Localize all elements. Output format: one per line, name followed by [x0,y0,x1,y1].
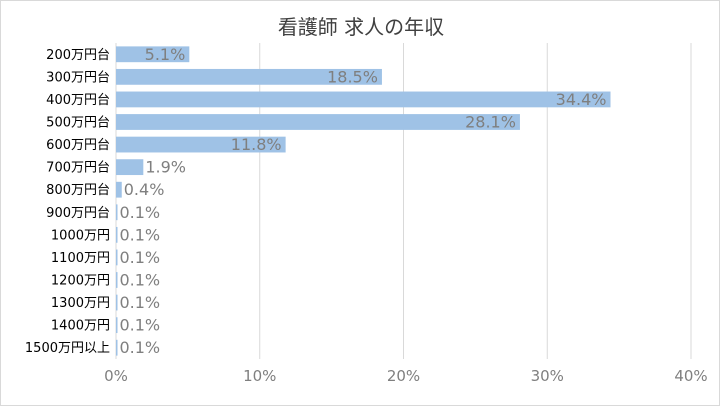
category-label: 900万円台 [46,206,110,221]
data-label: 11.8% [231,135,282,154]
data-label: 0.1% [119,338,160,357]
data-label: 1.9% [145,158,186,177]
x-tick-labels: 0% 10% 20% 30% 40% [104,367,708,385]
bar [116,68,382,85]
data-label: 0.4% [124,180,165,199]
category-label: 400万円台 [46,93,110,108]
category-label: 300万円台 [46,70,110,85]
bar [116,226,118,243]
data-label: 18.5% [327,67,378,86]
bar [116,339,118,356]
bar [116,136,286,153]
category-label: 1200万円 [51,274,110,289]
data-label: 0.1% [119,203,160,222]
category-label: 1500万円以上 [25,341,110,356]
bar [116,272,118,288]
x-tick-label: 10% [243,367,276,385]
bar [116,181,122,198]
bar [116,294,118,311]
category-label: 1300万円 [51,296,110,311]
bar [116,249,118,266]
category-label: 1100万円 [51,251,110,266]
x-tick-label: 20% [387,367,420,385]
category-label: 500万円台 [46,116,110,131]
category-label: 800万円台 [46,183,110,198]
x-tick-label: 30% [531,367,564,385]
data-labels: 5.1% 18.5% 34.4% 28.1% 11.8% 1.9% 0.4% 0.1% 0.1%… [119,45,606,357]
bar [116,204,118,221]
category-label: 1400万円 [51,319,110,334]
data-label: 0.1% [119,225,160,244]
chart-title: 看護師 求人の年収 [278,15,444,39]
data-label: 28.1% [465,113,516,132]
bar [116,317,118,334]
category-label: 600万円台 [46,138,110,153]
data-label: 0.1% [119,293,160,312]
data-label: 0.1% [119,316,160,335]
data-label: 0.1% [119,248,160,267]
bar [116,159,144,176]
data-label: 34.4% [556,90,607,109]
bar [116,114,520,130]
x-tick-label: 0% [104,367,128,385]
bars [116,46,611,356]
category-labels: 200万円台 300万円台 400万円台 500万円台 600万円台 700万円台 800万… [25,48,110,356]
x-tick-label: 40% [674,367,707,385]
category-label: 200万円台 [46,48,110,63]
bar [116,91,611,108]
data-label: 5.1% [145,45,186,64]
data-label: 0.1% [119,271,160,290]
category-label: 1000万円 [51,228,110,243]
category-label: 700万円台 [46,161,110,176]
bar [116,46,190,63]
